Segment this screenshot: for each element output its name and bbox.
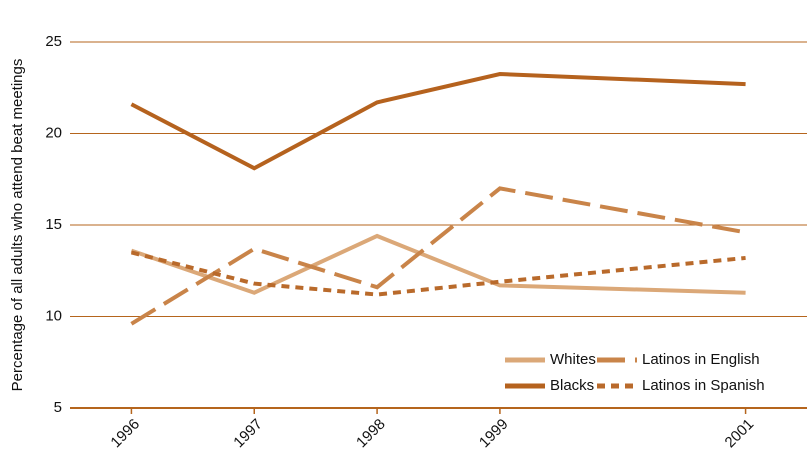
series-line: [130, 250, 746, 297]
x-tick-label: 1996: [107, 416, 143, 452]
legend-label: Whites: [550, 351, 596, 368]
y-tick-label: 10: [45, 307, 62, 324]
legend-label: Latinos in Spanish: [642, 377, 765, 394]
x-tick-label: 2001: [722, 416, 758, 452]
legend-label: Blacks: [550, 377, 594, 394]
y-axis-label: Percentage of all adults who attend beat…: [9, 59, 26, 392]
y-tick-label: 25: [45, 33, 62, 50]
series-line: [130, 72, 746, 171]
series-line: [130, 233, 746, 295]
series-line: [130, 186, 746, 326]
x-tick-label: 1997: [230, 416, 266, 452]
x-tick-label: 1998: [353, 416, 389, 452]
y-tick-label: 20: [45, 124, 62, 141]
y-tick-label: 15: [45, 216, 62, 233]
x-tick-label: 1999: [476, 416, 512, 452]
legend-label: Latinos in English: [642, 351, 760, 368]
y-tick-label: 5: [54, 399, 62, 416]
